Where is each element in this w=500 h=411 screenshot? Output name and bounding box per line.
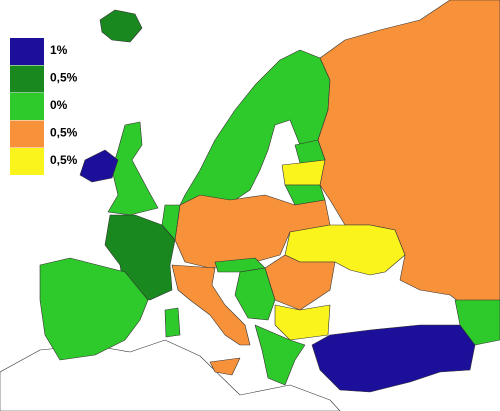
caucasus [454,299,500,346]
greece [254,324,306,386]
legend-label: 1% [50,43,68,57]
serbia [234,267,276,321]
italy [171,264,251,346]
legend-label: 0,5% [50,126,78,140]
legend-label: 0,5% [50,71,78,85]
latvia [281,159,326,186]
romania [264,254,336,311]
legend-swatch [10,120,44,148]
legend-swatch [10,148,44,175]
turkey [311,324,476,393]
sardinia [164,307,181,338]
legend-swatch [10,65,44,93]
ireland [79,149,119,183]
bulgaria [274,304,331,341]
iberia [39,257,149,361]
iceland [99,9,143,43]
legend-label: 0,5% [50,153,78,167]
legend-swatch [10,93,44,120]
sicily [209,357,241,376]
legend: 1% 0,5% 0% 0,5% 0,5% [10,38,78,175]
legend-label: 0% [50,98,68,112]
legend-swatch [10,38,44,65]
united-kingdom [107,121,159,216]
